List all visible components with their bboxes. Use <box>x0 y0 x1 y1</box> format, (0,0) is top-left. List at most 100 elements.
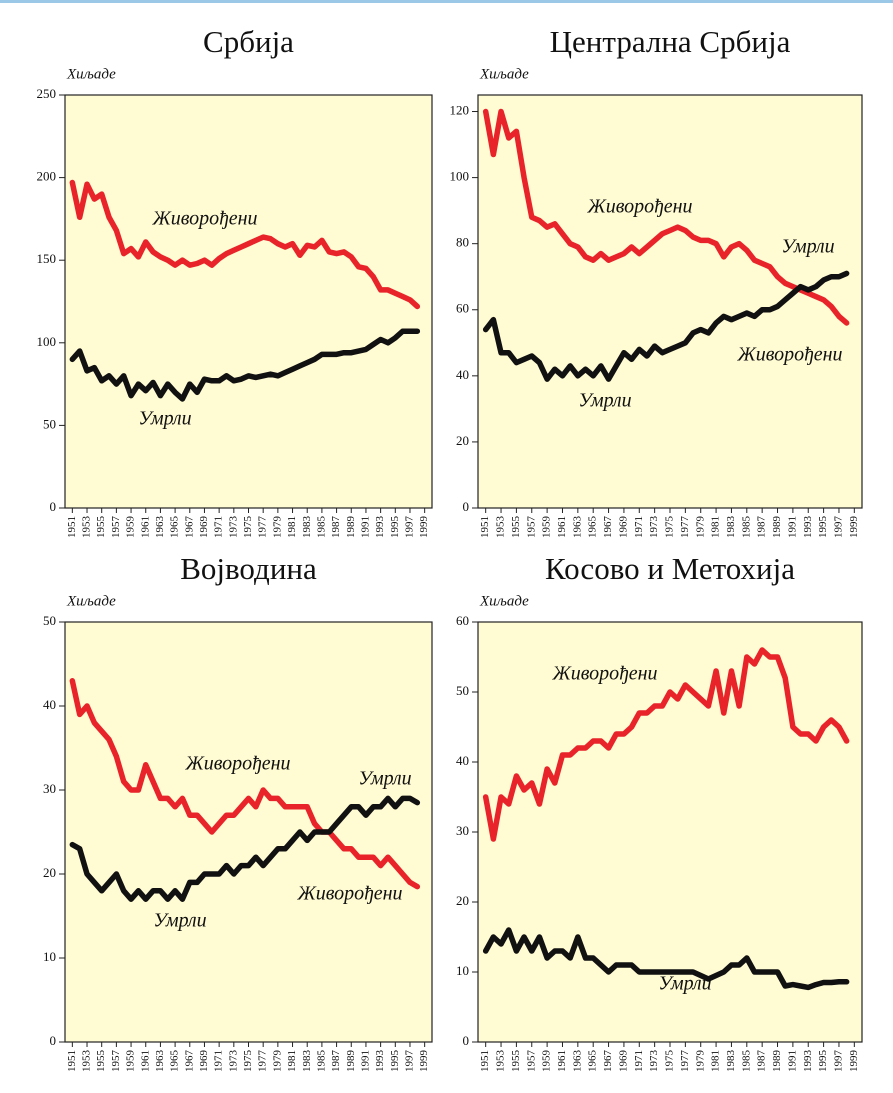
x-tick-label: 1995 <box>389 516 401 539</box>
x-tick-label: 1955 <box>95 516 107 539</box>
plot-area <box>64 94 433 509</box>
y-tick-label: 0 <box>50 1033 57 1048</box>
x-tick-label: 1975 <box>664 1050 676 1073</box>
x-tick-label: 1957 <box>525 1050 537 1073</box>
y-tick-label: 200 <box>37 169 57 184</box>
y-tick-label: 20 <box>456 893 469 908</box>
x-tick-label: 1953 <box>495 1050 507 1073</box>
x-tick-label: 1965 <box>587 516 599 539</box>
series-line <box>69 795 421 902</box>
annotation: Живорођени <box>736 344 842 366</box>
x-tick-label: 1983 <box>725 516 737 539</box>
x-tick-label: 1971 <box>633 1050 645 1072</box>
x-tick-label: 1993 <box>802 1050 814 1073</box>
x-tick-label: 1963 <box>154 516 166 539</box>
x-tick-label: 1981 <box>286 1050 298 1072</box>
y-tick-label: 10 <box>456 963 469 978</box>
x-tick-label: 1983 <box>725 1050 737 1073</box>
x-tick-label: 1991 <box>359 516 371 538</box>
x-tick-label: 1969 <box>617 516 629 539</box>
x-tick-label: 1997 <box>404 1050 416 1073</box>
chart-title: Војводина <box>180 551 317 586</box>
x-tick-label: 1951 <box>479 1050 491 1072</box>
x-tick-label: 1973 <box>648 1050 660 1073</box>
x-tick-label: 1955 <box>510 1050 522 1073</box>
x-tick-label: 1971 <box>213 1050 225 1072</box>
x-tick-label: 1961 <box>556 516 568 538</box>
series-line <box>69 179 421 310</box>
y-tick-label: 50 <box>43 613 56 628</box>
x-tick-label: 1963 <box>571 516 583 539</box>
series-line <box>482 108 850 326</box>
y-tick-label: 0 <box>463 499 470 514</box>
x-tick-label: 1987 <box>756 1050 768 1073</box>
x-tick-label: 1991 <box>359 1050 371 1072</box>
x-tick-label: 1995 <box>389 1050 401 1073</box>
x-tick-label: 1999 <box>848 1050 860 1073</box>
series-line <box>69 678 421 890</box>
x-tick-label: 1979 <box>271 1050 283 1073</box>
series-label: Живорођени <box>586 196 692 218</box>
x-tick-label: 1993 <box>374 1050 386 1073</box>
x-tick-label: 1981 <box>286 516 298 538</box>
y-tick-label: 100 <box>37 334 57 349</box>
chart-title: Србија <box>203 24 294 59</box>
x-tick-label: 1967 <box>183 1050 195 1073</box>
series-line <box>482 270 850 382</box>
x-tick-label: 1979 <box>694 516 706 539</box>
x-tick-label: 1971 <box>213 516 225 538</box>
series-label: Живорођени <box>551 663 657 685</box>
x-tick-label: 1977 <box>679 1050 691 1073</box>
y-tick-label: 0 <box>463 1033 470 1048</box>
x-tick-label: 1955 <box>95 1050 107 1073</box>
series-line <box>482 647 850 842</box>
x-tick-label: 1959 <box>125 1050 137 1073</box>
y-axis-label: Хиљаде <box>66 66 116 82</box>
x-tick-label: 1997 <box>404 516 416 539</box>
x-tick-label: 1977 <box>257 1050 269 1073</box>
x-tick-label: 1951 <box>66 1050 78 1072</box>
x-tick-label: 1981 <box>710 516 722 538</box>
x-tick-label: 1981 <box>710 1050 722 1072</box>
chart-title: Централна Србија <box>550 24 791 59</box>
x-tick-label: 1967 <box>602 516 614 539</box>
x-tick-label: 1999 <box>418 1050 430 1073</box>
x-tick-label: 1983 <box>301 516 313 539</box>
x-tick-label: 1985 <box>740 516 752 539</box>
x-tick-label: 1977 <box>257 516 269 539</box>
x-tick-label: 1951 <box>66 516 78 538</box>
x-tick-label: 1985 <box>740 1050 752 1073</box>
x-tick-label: 1957 <box>110 516 122 539</box>
x-tick-label: 1961 <box>139 1050 151 1072</box>
x-tick-label: 1973 <box>227 516 239 539</box>
x-tick-label: 1975 <box>664 516 676 539</box>
x-tick-label: 1995 <box>817 516 829 539</box>
y-tick-label: 60 <box>456 613 469 628</box>
x-tick-label: 1989 <box>345 1050 357 1073</box>
x-tick-label: 1985 <box>315 1050 327 1073</box>
series-line <box>69 328 421 402</box>
y-tick-label: 30 <box>43 781 56 796</box>
x-tick-label: 1957 <box>525 516 537 539</box>
x-tick-label: 1975 <box>242 516 254 539</box>
x-tick-label: 1985 <box>315 516 327 539</box>
x-tick-label: 1965 <box>587 1050 599 1073</box>
x-tick-label: 1973 <box>227 1050 239 1073</box>
top-border <box>0 0 893 3</box>
series-label: Умрли <box>658 973 711 995</box>
x-tick-label: 1969 <box>198 516 210 539</box>
x-tick-label: 1993 <box>374 516 386 539</box>
y-tick-label: 40 <box>456 367 469 382</box>
x-tick-label: 1991 <box>786 516 798 538</box>
y-axis-label: Хиљаде <box>66 593 116 609</box>
x-tick-label: 1987 <box>330 1050 342 1073</box>
x-tick-label: 1973 <box>648 516 660 539</box>
x-tick-label: 1953 <box>495 516 507 539</box>
series-label: Живорођени <box>184 753 290 775</box>
x-tick-label: 1953 <box>81 516 93 539</box>
y-tick-label: 120 <box>450 103 470 118</box>
x-tick-label: 1989 <box>771 516 783 539</box>
x-tick-label: 1977 <box>679 516 691 539</box>
x-tick-label: 1961 <box>139 516 151 538</box>
